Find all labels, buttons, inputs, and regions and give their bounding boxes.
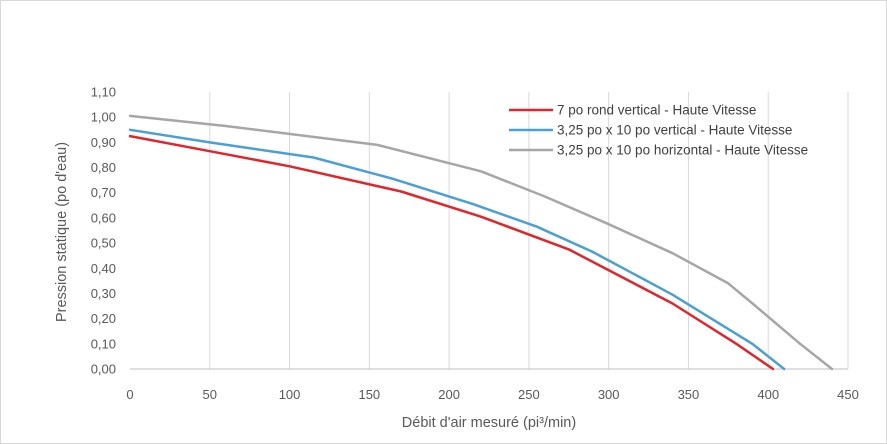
x-tick-label: 0 [126,387,133,402]
legend-item-1: 7 po rond vertical - Haute Vitesse [509,103,756,118]
x-tick-label: 200 [438,387,460,402]
y-tick-label: 0,70 [91,185,116,200]
x-tick-label: 400 [757,387,779,402]
legend: 7 po rond vertical - Haute Vitesse 3,25 p… [509,103,808,158]
y-tick-label: 0,80 [91,160,116,175]
y-tick-label: 0,50 [91,236,116,251]
y-tick-label: 0,90 [91,135,116,150]
legend-item-3: 3,25 po x 10 po horizontal - Haute Vites… [509,143,808,158]
legend-label: 3,25 po x 10 po vertical - Haute Vitesse [557,123,792,138]
y-tick-label: 0,20 [91,311,116,326]
legend-item-2: 3,25 po x 10 po vertical - Haute Vitesse [509,123,792,138]
x-tick-label: 300 [598,387,620,402]
x-tick-label: 150 [358,387,380,402]
y-tick-label: 0,40 [91,261,116,276]
series-line-2 [128,128,786,371]
y-tick-label: 0,60 [91,210,116,225]
y-axis-ticks: 0,00 0,10 0,20 0,30 0,40 0,50 0,60 0,70 0,80 0,90… [91,85,116,377]
y-axis-title: Pression statique (po d'eau) [54,142,70,322]
y-tick-label: 1,10 [91,85,116,100]
series-line-3 [128,114,834,371]
legend-label: 3,25 po x 10 po horizontal - Haute Vites… [557,143,808,158]
gridlines [209,92,849,369]
x-tick-label: 450 [837,387,859,402]
x-tick-label: 50 [203,387,217,402]
x-tick-label: 350 [678,387,700,402]
x-axis-ticks: 0 50 100 150 200 250 300 350 400 450 [126,387,858,402]
series-lines [128,114,834,371]
y-tick-label: 1,00 [91,110,116,125]
y-tick-label: 0,30 [91,286,116,301]
x-tick-label: 250 [518,387,540,402]
legend-label: 7 po rond vertical - Haute Vitesse [557,103,756,118]
y-tick-label: 0,10 [91,336,116,351]
y-tick-label: 0,00 [91,362,116,377]
x-axis-title: Débit d'air mesuré (pi³/min) [402,415,576,431]
series-line-1 [128,134,775,371]
x-tick-label: 100 [279,387,301,402]
